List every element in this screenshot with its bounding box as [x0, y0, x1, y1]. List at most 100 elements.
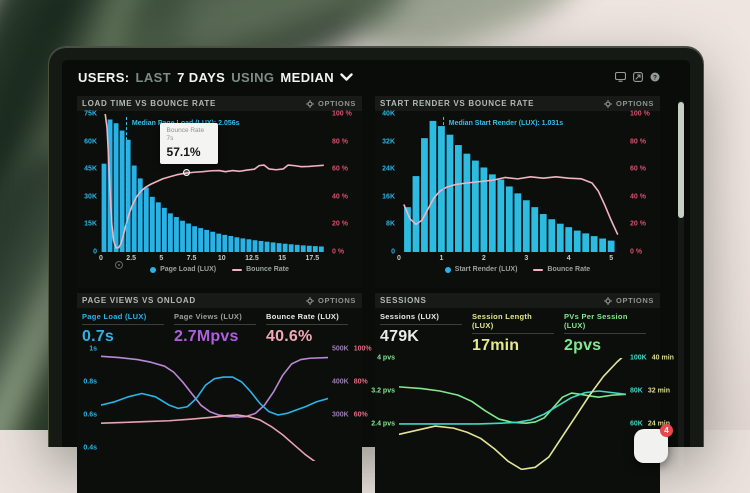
axis-tick: 100% [353, 345, 372, 353]
topbar: USERS: LAST 7 DAYS USING MEDIAN [62, 60, 690, 94]
export-icon[interactable] [633, 72, 643, 82]
page-title[interactable]: USERS: LAST 7 DAYS USING MEDIAN [78, 70, 353, 85]
range-label: LAST [135, 69, 172, 85]
legend-label: Page Load (LUX) [160, 266, 217, 273]
options-label: OPTIONS [318, 296, 356, 305]
axis-tick: 32K [382, 138, 395, 146]
gear-icon [604, 296, 613, 305]
axis-tick: 500K [332, 345, 349, 353]
series-dot-icon [150, 266, 157, 273]
panel-title: LOAD TIME VS BOUNCE RATE [82, 99, 216, 108]
options-button[interactable]: OPTIONS [306, 99, 356, 108]
help-icon[interactable]: ? [650, 72, 660, 82]
options-button[interactable]: OPTIONS [604, 296, 654, 305]
axis-tick: 15K [84, 220, 97, 228]
analytics-dashboard: USERS: LAST 7 DAYS USING MEDIAN [62, 60, 690, 493]
axis-tick: 40 % [630, 193, 646, 201]
start-render-chart[interactable]: 40K 32K 24K 16K 8K 0 Median Start Render (LUX… [375, 110, 660, 263]
stat-label: Sessions (LUX) [380, 312, 440, 321]
stat-session-length: Session Length (LUX) 17min [472, 312, 564, 355]
axis-tick: 60K [84, 138, 97, 146]
axis-tick: 0 [397, 255, 401, 262]
legend: Start Render (LUX) Bounce Rate [375, 266, 660, 273]
y-axis-right: 100 % 80 % 60 % 40 % 20 % 0 % [328, 111, 362, 256]
stat-pvs-per-session: PVs Per Session (LUX) 2pvs [564, 312, 656, 355]
y-axis-left: 4 pvs 3.2 pvs 2.4 pvs [371, 354, 399, 470]
axis-tick: 0 % [332, 248, 345, 256]
axis-tick: 3.2 pvs [371, 387, 395, 395]
median-annotation: Median Start Render (LUX): 1.031s [448, 120, 564, 127]
panel-header: PAGE VIEWS VS ONLOAD OPTIONS [77, 293, 362, 308]
options-label: OPTIONS [616, 296, 654, 305]
start-render-bars-and-bounce-line [399, 120, 626, 252]
panel-title: START RENDER VS BOUNCE RATE [380, 99, 535, 108]
axis-tick: 40K [382, 110, 395, 118]
laptop-screen: USERS: LAST 7 DAYS USING MEDIAN [48, 46, 704, 493]
panel-title: PAGE VIEWS VS ONLOAD [82, 296, 196, 305]
topbar-icons: ? [615, 72, 660, 82]
series-line-icon [232, 268, 243, 271]
axis-tick: 0.4s [83, 444, 97, 452]
legend-item[interactable]: Page Load (LUX) [150, 266, 216, 273]
panel-grid: LOAD TIME VS BOUNCE RATE OPTIONS 75K 60K 4… [77, 96, 674, 493]
legend: Page Load (LUX) Bounce Rate [77, 266, 362, 273]
panel-header: START RENDER VS BOUNCE RATE OPTIONS [375, 96, 660, 111]
load-time-chart[interactable]: 75K 60K 45K 30K 15K 0 Median Page Load (LUX):… [77, 110, 362, 269]
axis-tick: 17.5 [305, 255, 320, 262]
legend-item[interactable]: Bounce Rate [232, 266, 289, 273]
gear-icon [306, 99, 315, 108]
legend-item[interactable]: Bounce Rate [533, 266, 590, 273]
stats-row: Page Load (LUX) 0.7s Page Views (LUX) 2.… [82, 312, 358, 346]
chevron-down-icon[interactable] [340, 73, 353, 81]
stat-sessions: Sessions (LUX) 479K [380, 312, 472, 355]
axis-tick: 24 min [647, 420, 671, 428]
legend-item[interactable]: Start Render (LUX) [444, 266, 517, 273]
axis-tick: 100K [630, 354, 647, 362]
plot-area: Median Start Render (LUX): 1.031s [399, 114, 626, 253]
panel-header: SESSIONS OPTIONS [375, 293, 660, 308]
stat-label: Session Length (LUX) [472, 312, 533, 330]
chat-widget[interactable]: 4 [634, 424, 673, 463]
axis-tick: 80 % [332, 138, 348, 146]
axis-tick: 4 pvs [377, 354, 395, 362]
stat-page-views: Page Views (LUX) 2.7Mpvs [174, 312, 266, 346]
sessions-lines [399, 358, 626, 470]
notification-badge: 4 [660, 424, 673, 437]
page-views-chart[interactable]: 1s 0.8s 0.6s 0.4s 500K 100% 400K 80% 300K 60% [77, 345, 372, 462]
stat-value: 2.7Mpvs [174, 328, 239, 345]
axis-tick: 0 % [630, 248, 643, 256]
stat-value: 40.6% [266, 328, 313, 345]
divider [82, 324, 164, 325]
axis-tick: 80K [630, 387, 643, 395]
axis-tick: 400K [332, 378, 349, 386]
range-value: 7 DAYS [177, 69, 226, 85]
axis-tick: 10 [217, 255, 226, 262]
axis-tick: 100 % [630, 110, 650, 118]
scrollbar-thumb[interactable] [678, 102, 684, 218]
axis-tick: 75K [84, 110, 97, 118]
divider [174, 324, 256, 325]
sessions-chart[interactable]: 4 pvs 3.2 pvs 2.4 pvs 100K 40 min 80K 32 min 6… [371, 354, 674, 471]
x-axis: 0 2.5 5 7.5 10 12.5 15 17.5 [99, 255, 328, 265]
scrollbar[interactable] [678, 100, 684, 467]
axis-tick: 5 [159, 255, 164, 262]
axis-tick: 60K 24 min [630, 421, 670, 428]
axis-tick: 1s [89, 345, 97, 353]
plot-area: Median Page Load (LUX): 2.056s Bounce Ra… [101, 114, 328, 269]
axis-tick: 2 [481, 255, 486, 262]
gear-icon [306, 296, 315, 305]
median-line: Median Page Load (LUX): 2.056s [125, 117, 240, 252]
axis-tick: 60 % [630, 165, 646, 173]
options-button[interactable]: OPTIONS [306, 296, 356, 305]
y-axis-right: 500K 100% 400K 80% 300K 60% [328, 346, 372, 461]
axis-tick: 32 min [647, 387, 671, 395]
zoom-reset-icon[interactable] [115, 261, 123, 269]
stats-row: Sessions (LUX) 479K Session Length (LUX)… [380, 312, 656, 355]
panel-page-views: PAGE VIEWS VS ONLOAD OPTIONS Page Load (… [77, 293, 372, 493]
axis-tick: 0.8s [83, 378, 97, 386]
options-button[interactable]: OPTIONS [604, 99, 654, 108]
axis-tick: 500K 100% [332, 346, 372, 353]
display-icon[interactable] [615, 72, 626, 82]
stat-value: 17min [472, 337, 520, 354]
gear-icon [604, 99, 613, 108]
